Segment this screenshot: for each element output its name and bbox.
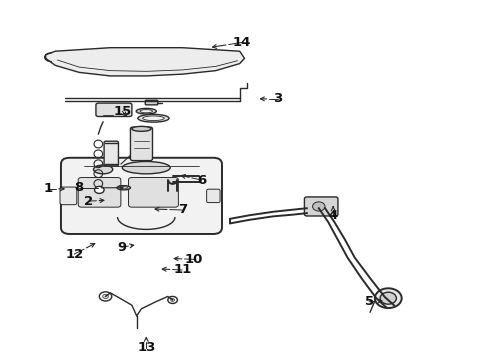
Ellipse shape [136,108,156,114]
Ellipse shape [140,109,152,113]
Circle shape [167,296,177,303]
FancyBboxPatch shape [104,141,118,166]
Circle shape [94,186,104,193]
Ellipse shape [93,165,112,174]
FancyBboxPatch shape [96,103,132,117]
FancyBboxPatch shape [78,177,121,207]
FancyBboxPatch shape [145,100,158,105]
FancyBboxPatch shape [61,158,222,234]
Ellipse shape [120,187,127,189]
Text: 12: 12 [65,248,83,261]
Text: 1: 1 [43,182,53,195]
Circle shape [99,292,112,301]
Circle shape [170,298,174,301]
FancyBboxPatch shape [60,187,77,205]
Ellipse shape [122,162,170,174]
Text: 7: 7 [177,203,186,216]
Ellipse shape [142,116,164,121]
Text: 2: 2 [84,195,93,208]
Text: 11: 11 [173,264,191,276]
Ellipse shape [117,186,130,190]
Text: 4: 4 [328,209,337,222]
Text: 15: 15 [113,105,131,118]
Circle shape [312,202,325,211]
Circle shape [379,292,396,304]
Ellipse shape [132,126,151,131]
FancyBboxPatch shape [304,197,337,216]
FancyBboxPatch shape [130,127,152,161]
Text: 10: 10 [184,253,203,266]
Polygon shape [45,48,244,76]
Circle shape [374,288,401,308]
Text: 14: 14 [232,36,251,49]
Text: 13: 13 [137,341,155,354]
Text: 8: 8 [74,181,83,194]
Text: 9: 9 [118,240,126,253]
FancyBboxPatch shape [206,189,220,203]
Text: 3: 3 [273,93,282,105]
FancyBboxPatch shape [128,177,178,207]
Text: 5: 5 [364,295,373,308]
Ellipse shape [138,114,169,122]
Circle shape [102,294,108,298]
Text: 6: 6 [196,174,205,186]
